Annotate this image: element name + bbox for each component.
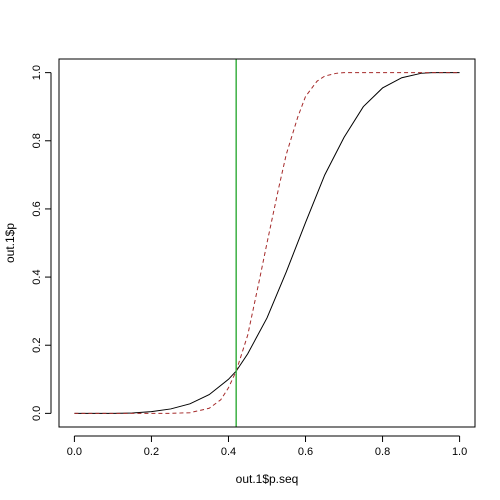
plot-frame [58,58,476,428]
x-tick-label: 0.2 [144,446,159,458]
y-tick-label: 0.0 [31,406,43,421]
series-line-1-solid [74,72,460,414]
series-line-2-dashed [74,72,460,414]
x-tick-label: 0.8 [375,446,390,458]
x-axis: 0.0 0.2 0.4 0.6 0.8 1.0 [67,435,467,458]
x-axis-label: out.1$p.seq [236,472,299,486]
y-tick-label: 0.6 [31,201,43,216]
x-tick-label: 0.4 [221,446,236,458]
y-tick-label: 1.0 [31,65,43,80]
y-axis-label: out.1$p [3,223,17,263]
y-tick-label: 0.4 [31,269,43,284]
y-tick-label: 0.2 [31,338,43,353]
x-tick-label: 0.0 [67,446,82,458]
series-layer [74,72,460,414]
y-tick-label: 0.8 [31,133,43,148]
x-tick-label: 0.6 [298,446,313,458]
x-tick-label: 1.0 [452,446,467,458]
y-axis: 0.0 0.2 0.4 0.6 0.8 1.0 [31,65,52,421]
